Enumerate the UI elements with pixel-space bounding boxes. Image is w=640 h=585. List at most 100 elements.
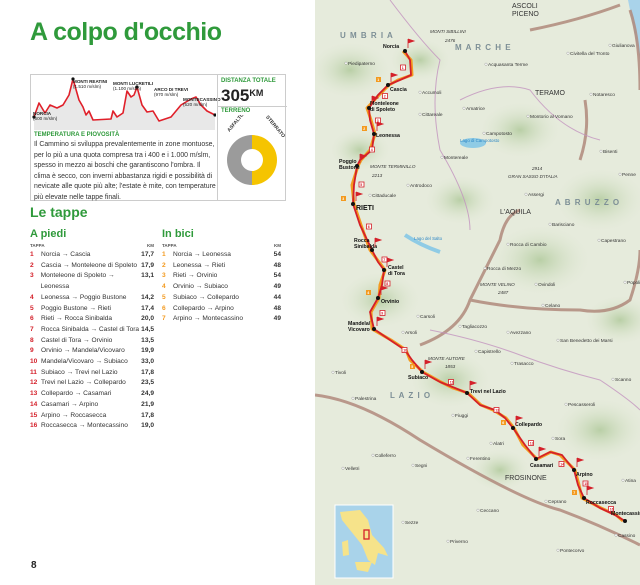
- town-dot: [482, 131, 486, 135]
- table-row: 4 Orvinio → Subiaco 49: [162, 282, 281, 293]
- stop-label: Cascia: [390, 87, 407, 93]
- town-label: Penne: [622, 172, 636, 178]
- stop-dot: [511, 426, 515, 430]
- stop-label: Roccasecca: [586, 500, 616, 506]
- stage-km: 44: [273, 293, 281, 301]
- stage-marker-number: 5: [360, 183, 362, 187]
- town-label: Segni: [415, 463, 427, 469]
- bike-title: In bici: [162, 228, 194, 240]
- town-dot: [462, 106, 466, 110]
- terrain-relief: [470, 449, 530, 491]
- stop-dot: [465, 391, 469, 395]
- stage-marker-number: 9: [381, 312, 383, 316]
- stage-marker-number: 7: [383, 258, 385, 262]
- divider: [218, 106, 287, 107]
- town-dot: [510, 361, 514, 365]
- stage-km: 23,5: [141, 379, 154, 387]
- town-dot: [418, 90, 422, 94]
- distance-label: DISTANZA TOTALE: [221, 78, 276, 84]
- stage-number: 15: [30, 411, 38, 419]
- town-label: Ceccano: [480, 508, 499, 514]
- town-label: Amatrice: [466, 106, 485, 112]
- town-label: Popoli: [627, 280, 640, 286]
- climate-label: TEMPERATURA E PIOVOSITÀ: [34, 132, 120, 138]
- stage-route: Arpino → Roccasecca: [41, 411, 107, 419]
- lake-label: Lago di Campotosto: [460, 138, 500, 143]
- stop-dot: [582, 496, 586, 500]
- stage-number: 5: [30, 304, 34, 312]
- town-dot: [440, 155, 444, 159]
- town-dot: [526, 114, 530, 118]
- city-label: PICENO: [512, 11, 539, 18]
- peak-label: MONTECASSINO (520 m/slm): [183, 97, 221, 107]
- stop-dot: [351, 202, 355, 206]
- stage-km: 49: [273, 315, 281, 323]
- town-label: Arsoli: [405, 330, 417, 336]
- stop-label: RIETI: [356, 205, 374, 212]
- stage-number: 1: [162, 251, 166, 258]
- stage-marker: [366, 223, 372, 230]
- stage-km: 19,0: [141, 422, 154, 430]
- stage-route: Castel di Tora → Orvinio: [41, 336, 113, 344]
- stage-marker: [582, 480, 589, 487]
- stop-dot: [367, 106, 371, 110]
- mountain-label: MONTE TERMINILLO: [370, 164, 416, 169]
- stage-km: 13,1: [141, 272, 154, 280]
- town-dot: [451, 413, 455, 417]
- stage-marker-number: 14: [560, 463, 564, 467]
- stage-km: 17,9: [141, 261, 154, 269]
- mountain-label: GRAN SASSO D'ITALIA: [508, 174, 558, 179]
- town-label: Accumoli: [422, 90, 441, 96]
- mountain-label: MONTI SIBILLINI: [430, 29, 466, 34]
- stop-label: Casamari: [530, 463, 554, 469]
- stop-label: Sinibalda: [354, 244, 377, 250]
- stage-route: Leonessa → Poggio Bustone: [41, 293, 127, 301]
- town-dot: [618, 172, 622, 176]
- town-label: Atina: [625, 478, 636, 484]
- stage-number: 4: [162, 283, 166, 291]
- route-map: Norcia 1 Cascia 2 Monteleone di Spoleto 3 Leone…: [315, 0, 640, 585]
- town-label: Ferentino: [470, 456, 491, 462]
- town-dot: [589, 92, 593, 96]
- stop-dot: [386, 83, 390, 87]
- terrain-relief: [585, 295, 640, 345]
- town-label: Velletri: [345, 466, 359, 472]
- stage-marker-number: 15: [584, 482, 588, 486]
- peak-label: ARCO DI TREVI (970 m/slm): [154, 87, 189, 97]
- bike-stage-marker: [572, 490, 577, 495]
- stop-label: Poggio: [339, 159, 357, 165]
- stage-number: 3: [30, 272, 34, 280]
- stage-route: Orvinio → Subiaco: [173, 283, 228, 291]
- bike-stage-number: 2: [363, 127, 365, 131]
- town-dot: [484, 62, 488, 66]
- stop-dot: [376, 296, 380, 300]
- town-dot: [556, 338, 560, 342]
- bike-stages-table: In bici TAPPA KM 1 Norcia → Leonessa 54 2 Leo…: [162, 228, 281, 325]
- stage-number: 11: [30, 368, 37, 376]
- stage-number: 8: [30, 336, 34, 344]
- table-row: 4 Leonessa → Poggio Bustone 14,2: [30, 293, 154, 304]
- stage-km: 17,4: [141, 304, 154, 312]
- stage-marker: [358, 181, 365, 188]
- town-label: Piedipaterno: [348, 61, 375, 67]
- stage-number: 6: [162, 304, 166, 312]
- bike-stage-number: 4: [367, 291, 369, 295]
- stage-marker: [528, 440, 534, 446]
- stage-km: 19,9: [141, 347, 154, 355]
- town-dot: [406, 183, 410, 187]
- mountain-label: 2476: [444, 38, 456, 43]
- town-label: Montorio al Vomano: [530, 114, 573, 120]
- stop-label: Rocca: [354, 238, 370, 244]
- bike-stage-marker: [501, 420, 506, 425]
- town-dot: [534, 282, 538, 286]
- stage-km: 17,8: [141, 368, 154, 376]
- stop-label: Castel: [388, 265, 404, 271]
- walk-title: A piedi: [30, 228, 67, 240]
- flag-icon: [355, 191, 364, 201]
- stage-marker: [379, 310, 386, 316]
- flag-icon: [390, 72, 399, 82]
- bike-stage-number: 6: [502, 421, 504, 425]
- stage-km: 24,9: [141, 390, 154, 398]
- mountain-label: 2213: [371, 173, 383, 178]
